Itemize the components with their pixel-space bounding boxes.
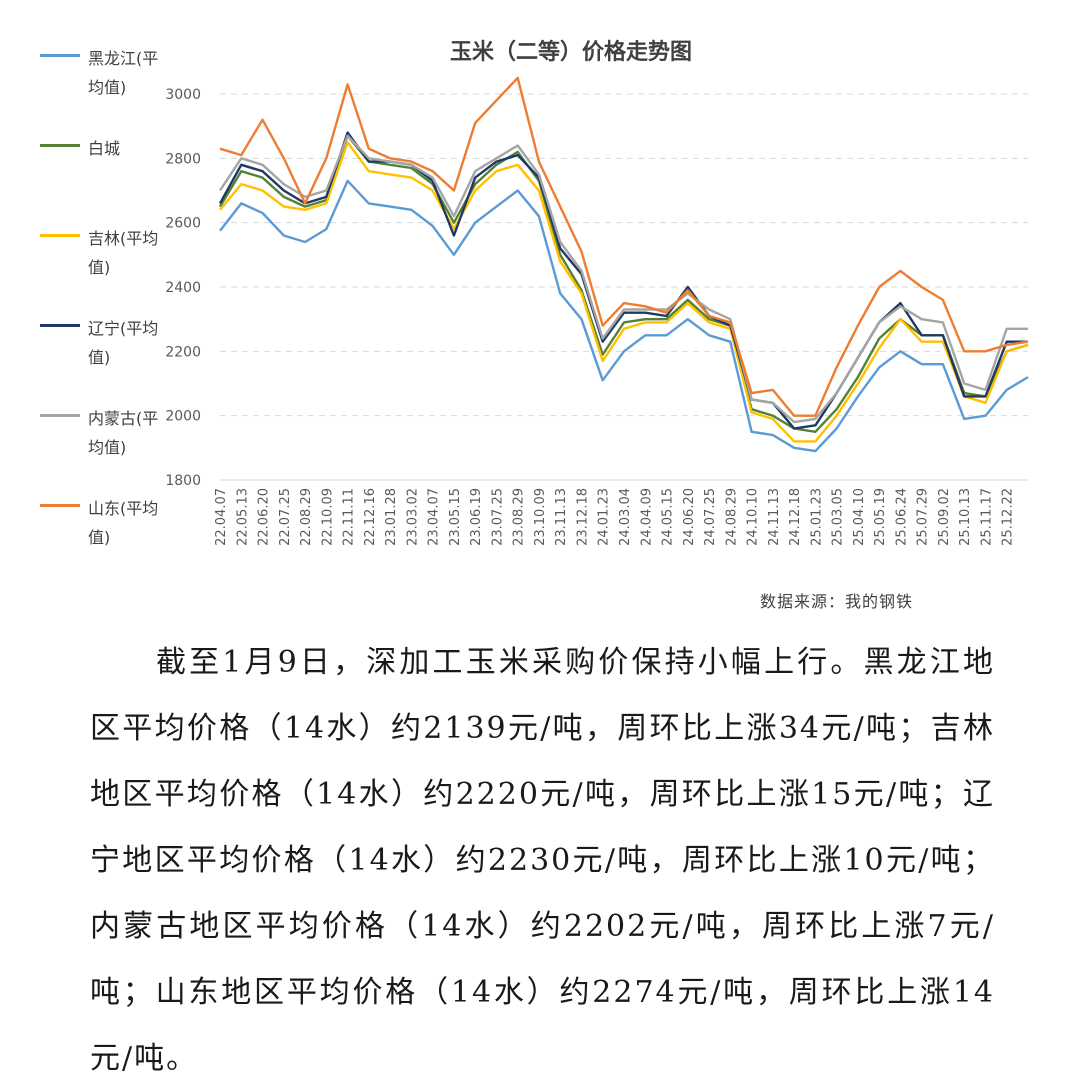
x-tick-label: 24.11.13 [767, 488, 782, 546]
legend-label: 辽宁(平均值) [88, 319, 159, 367]
y-tick-label: 3000 [165, 87, 201, 103]
series-line-4 [218, 134, 1028, 424]
x-tick-label: 25.11.17 [979, 488, 994, 546]
x-tick-label: 25.12.22 [1001, 488, 1016, 546]
chart-title: 玉米（二等）价格走势图 [450, 40, 693, 65]
x-tick-label: 23.04.07 [427, 488, 442, 546]
series-line-3 [218, 131, 1028, 430]
x-tick-label: 22.07.25 [278, 488, 293, 546]
legend-label: 内蒙古(平均值) [88, 409, 159, 457]
x-tick-label: 22.08.29 [299, 488, 314, 546]
x-tick-label: 24.03.04 [618, 488, 633, 546]
x-tick-label: 23.12.18 [575, 488, 590, 546]
grid-lines [220, 93, 1028, 481]
x-tick-label: 23.01.28 [384, 488, 399, 546]
x-tick-label: 23.08.29 [512, 488, 527, 546]
x-tick-label: 25.03.05 [831, 488, 846, 546]
x-tick-label: 22.10.09 [320, 488, 335, 546]
x-tick-label: 24.05.15 [661, 488, 676, 546]
x-tick-label: 24.07.25 [703, 488, 718, 546]
data-source: 数据来源：我的钢铁 [760, 592, 914, 611]
x-tick-label: 25.10.13 [958, 488, 973, 546]
x-tick-label: 25.05.19 [873, 488, 888, 546]
y-tick-label: 2000 [165, 409, 201, 425]
y-tick-label: 2800 [165, 151, 201, 167]
x-tick-label: 23.03.02 [405, 488, 420, 546]
x-tick-label: 22.06.20 [257, 488, 272, 546]
legend-swatch [40, 504, 80, 507]
x-tick-label: 25.06.24 [894, 488, 909, 546]
x-tick-label: 25.01.23 [809, 488, 824, 546]
x-tick-label: 24.12.18 [788, 488, 803, 546]
y-tick-label: 2400 [165, 280, 201, 296]
x-axis-ticks: 22.04.07 22.05.13 22.06.20 22.07.25 22.08.29… [214, 488, 1016, 546]
legend-swatch [40, 414, 80, 417]
chart-area: 1800 2000 2200 2400 2600 2800 3000 22.04.07 22.… [40, 40, 1029, 611]
series-lines [218, 76, 1029, 453]
x-tick-label: 23.11.13 [554, 488, 569, 546]
x-tick-label: 25.07.29 [916, 488, 931, 546]
legend-label: 山东(平均值) [88, 499, 159, 547]
x-tick-label: 22.05.13 [235, 488, 250, 546]
x-tick-label: 23.06.19 [469, 488, 484, 546]
x-tick-label: 24.01.23 [597, 488, 612, 546]
x-tick-label: 25.09.02 [937, 488, 952, 546]
x-tick-label: 23.07.25 [490, 488, 505, 546]
series-line-5 [219, 76, 1029, 417]
x-tick-label: 24.04.09 [639, 488, 654, 546]
y-tick-label: 2200 [165, 344, 201, 360]
y-axis-ticks: 1800 2000 2200 2400 2600 2800 3000 [165, 87, 201, 489]
x-tick-label: 23.10.09 [533, 488, 548, 546]
x-tick-label: 23.05.15 [448, 488, 463, 546]
legend-label: 白城 [88, 139, 121, 158]
legend-swatch [40, 234, 80, 237]
x-tick-label: 24.06.20 [682, 488, 697, 546]
legend-swatch [40, 144, 80, 147]
series-line-0 [219, 179, 1029, 453]
x-tick-label: 22.11.11 [342, 488, 357, 546]
body-paragraph: 截至1月9日，深加工玉米采购价保持小幅上行。黑龙江地区平均价格（14水）约213… [90, 645, 995, 1076]
x-tick-label: 24.10.10 [746, 488, 761, 546]
x-tick-label: 22.04.07 [214, 488, 229, 546]
x-tick-label: 22.12.16 [363, 488, 378, 546]
x-tick-label: 25.04.10 [852, 488, 867, 546]
series-line-2 [219, 141, 1029, 443]
y-tick-label: 1800 [165, 473, 201, 489]
legend-swatch [40, 54, 80, 57]
x-tick-label: 24.08.29 [724, 488, 739, 546]
legend-swatch [40, 324, 80, 327]
y-tick-label: 2600 [165, 216, 201, 232]
series-line-1 [218, 134, 1029, 433]
legend-label: 吉林(平均值) [88, 229, 159, 277]
legend-label: 黑龙江(平均值) [88, 49, 159, 97]
